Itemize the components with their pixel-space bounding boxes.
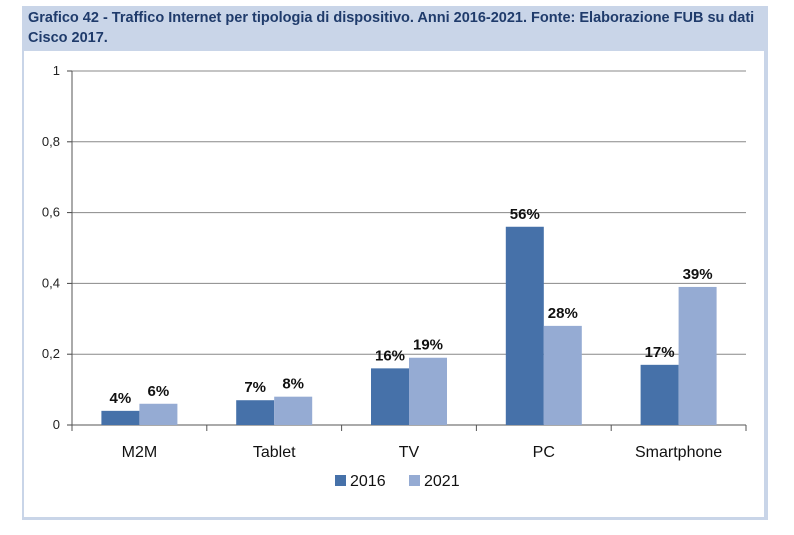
bar-2016-smartphone bbox=[640, 364, 679, 425]
bar-2021-tablet bbox=[274, 396, 313, 425]
data-label: 4% bbox=[110, 390, 132, 407]
category-label: Tablet bbox=[253, 444, 296, 461]
bar-2021-m2m bbox=[139, 403, 178, 425]
bar-2021-tv bbox=[409, 357, 447, 425]
bar-2021-smartphone bbox=[678, 286, 717, 425]
category-label: M2M bbox=[122, 444, 158, 461]
bar-2016-pc bbox=[505, 226, 544, 425]
legend-swatch-2016 bbox=[335, 475, 346, 486]
bar-chart: 0 0,2 0,4 0,6 0,8 1 4% 6% M2M 7% 8% Tablet 16% 19% TV 5… bbox=[42, 63, 747, 490]
bar-2016-tv bbox=[371, 368, 409, 425]
bar-2016-tablet bbox=[236, 400, 275, 425]
data-label: 28% bbox=[548, 305, 578, 322]
legend-label-2021: 2021 bbox=[424, 473, 460, 490]
y-tick-label: 0 bbox=[53, 417, 60, 432]
y-tick-label: 0,2 bbox=[42, 346, 60, 361]
legend-swatch-2021 bbox=[409, 475, 420, 486]
y-tick-label: 0,6 bbox=[42, 205, 60, 220]
category-label: PC bbox=[533, 444, 555, 461]
y-tick-label: 1 bbox=[53, 63, 60, 78]
y-tick-label: 0,8 bbox=[42, 134, 60, 149]
category-label: TV bbox=[399, 444, 420, 461]
category-label: Smartphone bbox=[635, 444, 722, 461]
data-label: 8% bbox=[282, 376, 304, 393]
chart-caption: Grafico 42 - Traffico Internet per tipol… bbox=[28, 10, 755, 46]
plot-area: 0 0,2 0,4 0,6 0,8 1 4% 6% M2M 7% 8% Tablet 16% 19% TV 5… bbox=[24, 51, 764, 517]
data-label: 39% bbox=[683, 266, 713, 283]
data-label: 19% bbox=[413, 337, 443, 354]
data-label: 17% bbox=[645, 344, 675, 361]
bar-2016-m2m bbox=[101, 410, 140, 425]
legend-label-2016: 2016 bbox=[350, 473, 386, 490]
data-label: 56% bbox=[510, 206, 540, 223]
bar-2021-pc bbox=[543, 325, 582, 425]
data-label: 6% bbox=[148, 383, 170, 400]
data-label: 16% bbox=[375, 347, 405, 364]
y-tick-label: 0,4 bbox=[42, 275, 60, 290]
data-label: 7% bbox=[244, 379, 266, 396]
